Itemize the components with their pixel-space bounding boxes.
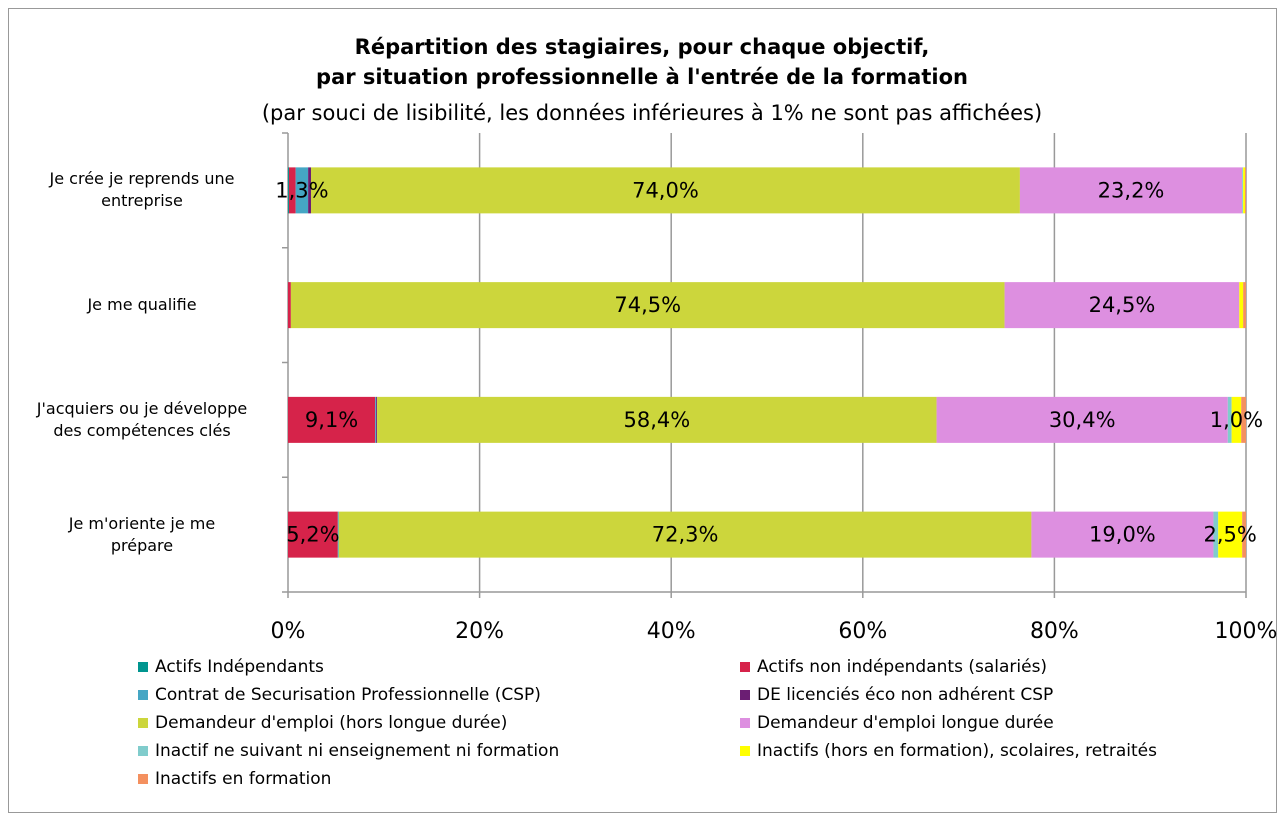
- data-label: 23,2%: [1098, 178, 1165, 202]
- bar-segment: [1239, 282, 1244, 329]
- bar-segment: [1213, 511, 1219, 558]
- data-label: 72,3%: [652, 523, 719, 547]
- y-tick-label: Je m'oriente je me prépare: [68, 513, 216, 555]
- data-label: 24,5%: [1089, 293, 1156, 317]
- legend-label: Inactifs (hors en formation), scolaires,…: [757, 741, 1157, 761]
- bar-segment: [1242, 511, 1246, 558]
- bar-segment: [288, 167, 296, 214]
- x-tick-label: 60%: [838, 619, 887, 644]
- data-label: 5,2%: [286, 523, 339, 547]
- bar-segment: [1031, 511, 1214, 558]
- chart-title: Répartition des stagiaires, pour chaque …: [355, 35, 930, 59]
- x-tick-label: 80%: [1030, 619, 1079, 644]
- data-label: 1,3%: [275, 178, 328, 202]
- x-tick-label: 0%: [271, 619, 306, 644]
- bar-segment: [288, 282, 291, 329]
- data-label: 9,1%: [305, 408, 358, 432]
- bar-segment: [375, 396, 377, 443]
- bar-segment: [338, 511, 1032, 558]
- bar-segment: [1241, 396, 1246, 443]
- bar-segment: [288, 511, 338, 558]
- data-label: 58,4%: [623, 408, 690, 432]
- bar-segment: [288, 167, 289, 214]
- legend-label: Contrat de Securisation Professionnelle …: [155, 685, 541, 705]
- data-label: 30,4%: [1049, 408, 1116, 432]
- x-tick-label: 40%: [647, 619, 696, 644]
- chart-subtitle: (par souci de lisibilité, les données in…: [262, 101, 1042, 125]
- bar-segment: [1243, 282, 1246, 329]
- legend-swatch: [138, 718, 148, 728]
- bar-segment: [936, 396, 1228, 443]
- x-tick-label: 20%: [455, 619, 504, 644]
- legend-swatch: [740, 746, 750, 756]
- data-label: 19,0%: [1089, 523, 1156, 547]
- legend-swatch: [138, 690, 148, 700]
- legend-label: Demandeur d'emploi longue durée: [757, 713, 1054, 733]
- legend-label: DE licenciés éco non adhérent CSP: [757, 685, 1053, 705]
- legend-label: Actifs non indépendants (salariés): [757, 657, 1047, 677]
- legend-swatch: [740, 718, 750, 728]
- legend-swatch: [740, 662, 750, 672]
- bar-segment: [1242, 167, 1244, 214]
- legend-label: Actifs Indépendants: [155, 657, 324, 677]
- bar-segment: [377, 396, 937, 443]
- legend-label: Inactif ne suivant ni enseignement ni fo…: [155, 741, 559, 761]
- y-tick-label: Je crée je reprends une entreprise: [49, 169, 235, 211]
- legend-label: Demandeur d'emploi (hors longue durée): [155, 713, 507, 733]
- y-tick-label: Je me qualifie: [87, 295, 197, 315]
- legend-swatch: [138, 746, 148, 756]
- chart-title: par situation professionnelle à l'entrée…: [316, 65, 968, 89]
- bar-segment: [310, 167, 1020, 214]
- bar-segment: [337, 511, 339, 558]
- bar-segment: [295, 167, 309, 214]
- bar-segment: [290, 282, 1005, 329]
- bar-segment: [1218, 511, 1243, 558]
- bar-segment: [1245, 167, 1246, 214]
- legend-label: Inactifs en formation: [155, 769, 331, 789]
- x-tick-label: 100%: [1215, 619, 1278, 644]
- legend-swatch: [138, 774, 148, 784]
- data-label: 74,0%: [632, 178, 699, 202]
- legend-swatch: [138, 662, 148, 672]
- bar-segment: [1004, 282, 1240, 329]
- data-label: 74,5%: [614, 293, 681, 317]
- bar-segment: [1227, 396, 1232, 443]
- bar-segment: [308, 167, 311, 214]
- data-label: 2,5%: [1204, 523, 1257, 547]
- bar-segment: [376, 396, 378, 443]
- y-tick-label: J'acquiers ou je développe des compétenc…: [36, 398, 248, 440]
- bar-segment: [1019, 167, 1243, 214]
- legend-swatch: [740, 690, 750, 700]
- data-label: 1,0%: [1210, 408, 1263, 432]
- bar-segment: [1231, 396, 1242, 443]
- bar-segment: [288, 396, 376, 443]
- bar-segment: [1243, 167, 1246, 214]
